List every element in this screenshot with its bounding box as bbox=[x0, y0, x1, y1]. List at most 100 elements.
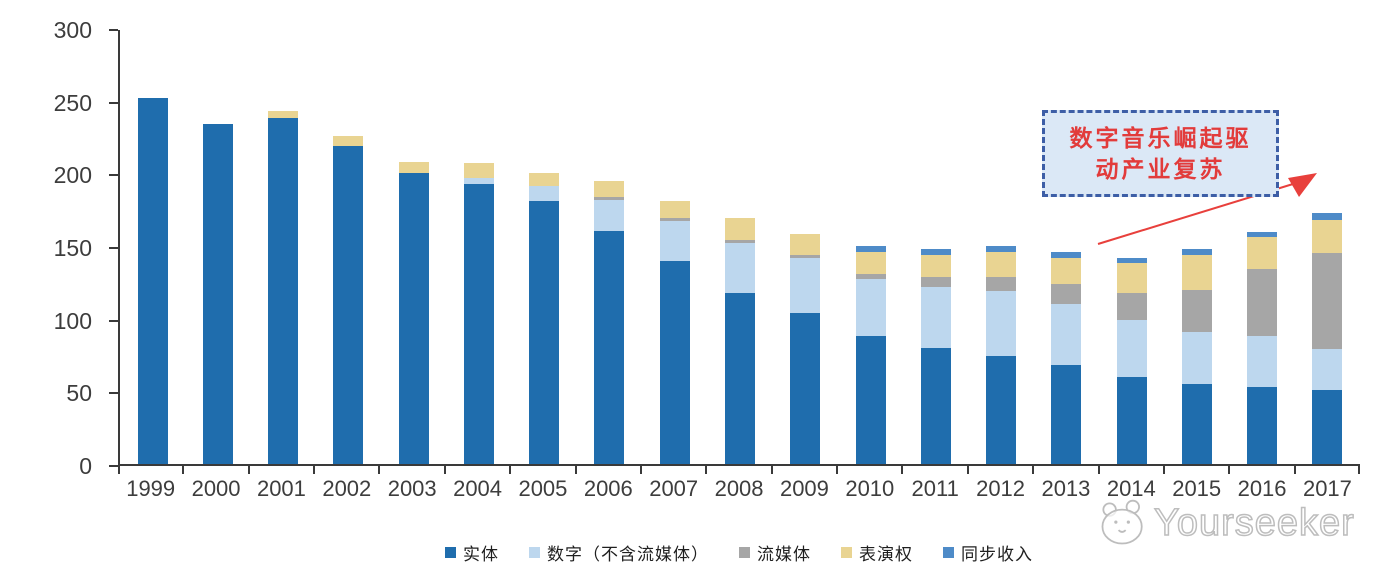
x-tick-mark bbox=[836, 466, 839, 474]
x-tick-label: 2006 bbox=[583, 476, 633, 501]
x-tick-mark bbox=[1097, 466, 1100, 474]
bar-segment bbox=[986, 276, 1017, 292]
x-tick-label: 2003 bbox=[387, 476, 437, 501]
bar-segment bbox=[1247, 269, 1278, 337]
legend-item: 表演权 bbox=[841, 540, 913, 565]
bar-column-2012 bbox=[968, 30, 1033, 464]
bar-segment bbox=[725, 218, 756, 241]
y-axis: 0 50 100 150 200 250 300 bbox=[0, 18, 118, 478]
legend-item: 流媒体 bbox=[739, 540, 811, 565]
legend-item: 实体 bbox=[445, 540, 499, 565]
y-tick-label: 150 bbox=[53, 235, 92, 261]
bar-column-2009 bbox=[773, 30, 838, 464]
x-tick-mark bbox=[901, 466, 904, 474]
bar-segment bbox=[855, 246, 886, 252]
legend-swatch bbox=[841, 547, 852, 558]
bar-column-2015 bbox=[1164, 30, 1229, 464]
bar-segment bbox=[463, 163, 494, 178]
annotation-callout: 数字音乐崛起驱 动产业复苏 bbox=[1042, 110, 1279, 197]
bar-segment bbox=[920, 248, 951, 255]
bar-segment bbox=[1116, 292, 1147, 321]
watermark: Yourseeker bbox=[1096, 498, 1355, 548]
x-tick-mark bbox=[509, 466, 512, 474]
bar-segment bbox=[398, 173, 429, 464]
bar-segment bbox=[1312, 389, 1343, 464]
legend-swatch bbox=[739, 547, 750, 558]
legend-label: 表演权 bbox=[859, 545, 913, 564]
bar-column-2017 bbox=[1295, 30, 1360, 464]
bar-segment bbox=[790, 254, 821, 258]
bar-segment bbox=[1051, 283, 1082, 305]
bar-segment bbox=[725, 240, 756, 244]
bar-segment bbox=[463, 177, 494, 184]
x-tick-mark bbox=[1032, 466, 1035, 474]
y-tick-mark bbox=[109, 392, 118, 395]
bar-segment bbox=[594, 180, 625, 197]
bar-segment bbox=[920, 347, 951, 464]
x-tick-label: 2016 bbox=[1237, 476, 1287, 501]
bar-segment bbox=[659, 221, 690, 261]
x-tick-mark bbox=[574, 466, 577, 474]
legend-swatch bbox=[943, 547, 954, 558]
bar-column-2000 bbox=[185, 30, 250, 464]
bar-column-2010 bbox=[838, 30, 903, 464]
x-tick-label: 2011 bbox=[911, 476, 959, 501]
legend-label: 同步收入 bbox=[961, 545, 1033, 564]
bar-segment bbox=[594, 196, 625, 200]
x-tick-label: 2007 bbox=[649, 476, 699, 501]
bar-segment bbox=[1312, 219, 1343, 254]
x-tick-label: 2004 bbox=[453, 476, 503, 501]
mascot-icon bbox=[1101, 499, 1143, 545]
bar-segment bbox=[725, 292, 756, 464]
bar-segment bbox=[463, 183, 494, 464]
bar-segment bbox=[1051, 365, 1082, 464]
x-axis-labels: 1999 2000 2001 2002 2003 2004 2005 2006 2007 2008… bbox=[118, 476, 1360, 502]
x-axis-ticks bbox=[118, 466, 1360, 475]
legend-swatch bbox=[445, 547, 456, 558]
x-tick-mark bbox=[443, 466, 446, 474]
bar-segment bbox=[855, 251, 886, 274]
x-tick-mark bbox=[966, 466, 969, 474]
y-tick-mark bbox=[109, 101, 118, 104]
bar-segment bbox=[986, 356, 1017, 464]
bar-column-2007 bbox=[642, 30, 707, 464]
bar-column-2003 bbox=[381, 30, 446, 464]
legend-item: 数字（不含流媒体） bbox=[529, 540, 709, 565]
legend: 实体 数字（不含流媒体） 流媒体 表演权 同步收入 bbox=[118, 540, 1360, 565]
bar-segment bbox=[529, 173, 560, 187]
bar-segment bbox=[1181, 384, 1212, 464]
bar-column-2014 bbox=[1099, 30, 1164, 464]
bar-segment bbox=[986, 291, 1017, 357]
x-tick-label: 2005 bbox=[518, 476, 568, 501]
bar-column-1999 bbox=[120, 30, 185, 464]
x-tick-label: 2015 bbox=[1172, 476, 1222, 501]
bar-column-2001 bbox=[251, 30, 316, 464]
bar-segment bbox=[137, 97, 168, 464]
bar-segment bbox=[725, 243, 756, 293]
bar-segment bbox=[398, 161, 429, 174]
bar-segment bbox=[529, 200, 560, 464]
bar-segment bbox=[1051, 304, 1082, 366]
bar-segment bbox=[594, 231, 625, 464]
bar-segment bbox=[1247, 336, 1278, 387]
x-tick-mark bbox=[182, 466, 185, 474]
legend-label: 实体 bbox=[463, 545, 499, 564]
bar-segment bbox=[855, 336, 886, 464]
bar-segment bbox=[1181, 254, 1212, 290]
y-tick-label: 100 bbox=[53, 307, 92, 334]
x-tick-mark bbox=[118, 466, 120, 474]
legend-item: 同步收入 bbox=[943, 540, 1033, 565]
bar-segment bbox=[855, 273, 886, 280]
y-tick-mark bbox=[109, 29, 118, 31]
bar-segment bbox=[1116, 376, 1147, 464]
y-tick-label: 0 bbox=[79, 453, 92, 479]
bar-column-2013 bbox=[1034, 30, 1099, 464]
bar-segment bbox=[1312, 253, 1343, 350]
bar-segment bbox=[790, 257, 821, 313]
watermark-text: Yourseeker bbox=[1153, 501, 1355, 545]
x-tick-mark bbox=[1228, 466, 1231, 474]
bar-segment bbox=[986, 246, 1017, 252]
bar-column-2005 bbox=[512, 30, 577, 464]
bar-segment bbox=[1181, 248, 1212, 255]
bar-segment bbox=[594, 199, 625, 232]
